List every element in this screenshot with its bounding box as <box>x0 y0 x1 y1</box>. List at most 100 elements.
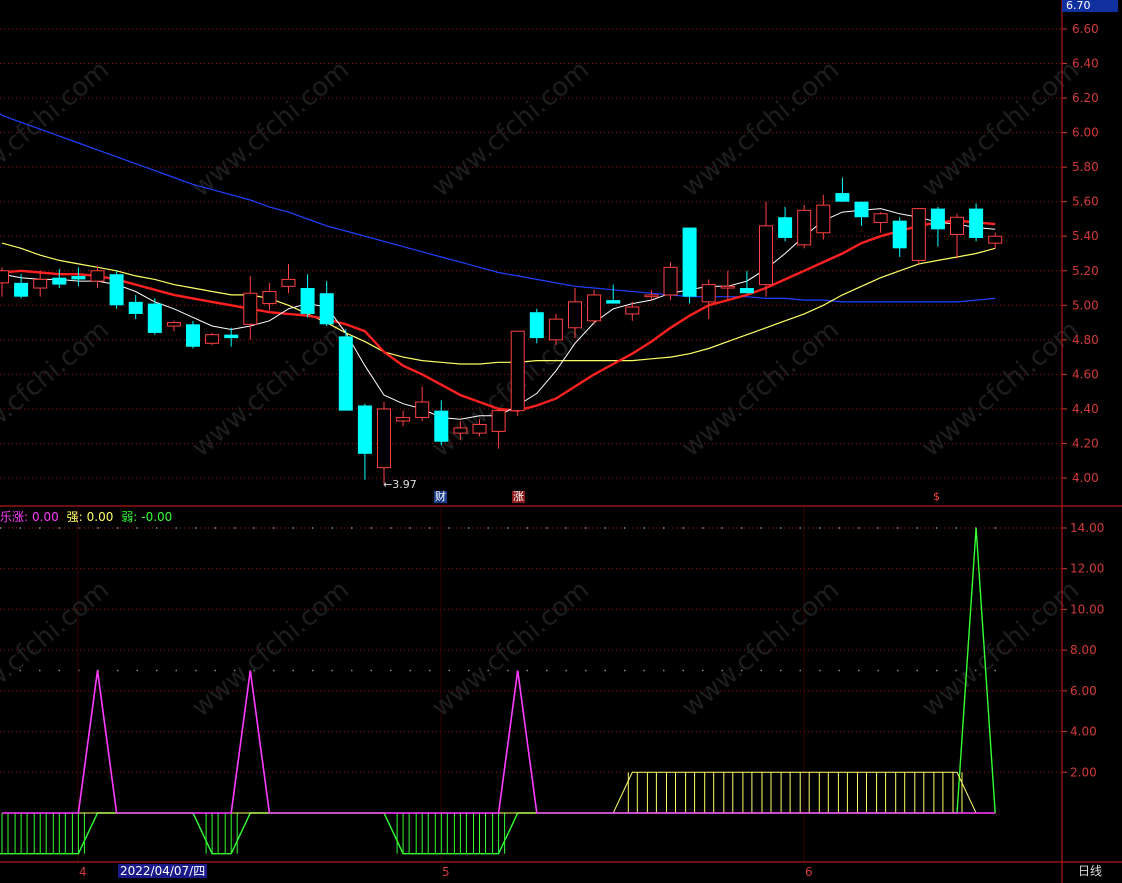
candle-body <box>205 334 220 344</box>
low-price-value: 3.97 <box>392 478 417 491</box>
watermark-mark: www.cfchi.com <box>426 575 595 723</box>
watermark-mark: www.cfchi.com <box>676 315 845 463</box>
watermark-mark: www.cfchi.com <box>676 55 845 203</box>
candle-body <box>911 208 926 261</box>
candle-body <box>797 209 812 246</box>
dollar-marker[interactable]: $ <box>933 490 940 503</box>
candle-body <box>128 301 143 314</box>
legend-strong-value: 0.00 <box>86 510 114 524</box>
candle-body <box>319 293 334 325</box>
watermark-layer: www.cfchi.com www.cfchi.com www.cfchi.com w… <box>0 55 1085 723</box>
indicator-lines <box>0 527 996 855</box>
indicator-tick-label: 8.00 <box>1070 643 1097 657</box>
candle-body <box>186 324 200 347</box>
candle-body <box>701 284 716 303</box>
candle-body <box>739 288 754 294</box>
legend-weak-label: 弱: <box>121 510 138 524</box>
month-label-apr: 4 <box>79 865 87 879</box>
candle-body <box>625 306 640 315</box>
watermark-mark: www.cfchi.com <box>0 575 115 723</box>
candle-body <box>472 423 487 434</box>
watermark-mark: www.cfchi.com <box>0 315 115 463</box>
candle-body <box>377 408 391 469</box>
candle-body <box>166 322 181 327</box>
candle-body <box>357 405 372 454</box>
watermark-mark: www.cfchi.com <box>916 55 1085 203</box>
candle-body <box>816 204 831 234</box>
legend-rise-label: 乐涨: <box>0 510 29 524</box>
grid-lines <box>0 28 1062 862</box>
legend-strong-label: 强: <box>66 510 83 524</box>
candle-body <box>930 208 945 230</box>
candle-body <box>281 278 296 287</box>
cursor-date: 2022/04/07/四 <box>118 864 208 878</box>
candle-body <box>873 213 888 223</box>
period-label[interactable]: 日线 <box>1078 864 1103 878</box>
price-tick-label: 5.20 <box>1072 264 1099 278</box>
month-label-jun: 6 <box>805 865 813 879</box>
month-label-may: 5 <box>442 865 450 879</box>
price-tick-label: 4.60 <box>1072 367 1099 381</box>
price-tick-label: 5.60 <box>1072 195 1099 209</box>
price-tick-label: 4.80 <box>1072 333 1099 347</box>
price-tick-label: 4.00 <box>1072 471 1099 485</box>
candle-body <box>90 270 105 282</box>
candle-body <box>568 301 582 329</box>
candle-body <box>720 285 735 289</box>
price-tick-label: 5.40 <box>1072 229 1099 243</box>
indicator-tick-label: 2.00 <box>1070 765 1097 779</box>
price-tick-label: 5.00 <box>1072 298 1099 312</box>
low-price-marker: ←3.97 <box>383 478 417 491</box>
watermark-mark: www.cfchi.com <box>916 315 1085 463</box>
price-tick-label: 6.60 <box>1072 22 1099 36</box>
price-tick-label: 6.40 <box>1072 57 1099 71</box>
ma10-line <box>1 219 996 412</box>
price-tick-label: 4.20 <box>1072 436 1099 450</box>
price-top-box: 6.70 <box>1062 0 1118 12</box>
cai-marker[interactable]: 财 <box>434 490 447 503</box>
candle-body <box>950 216 964 236</box>
candle-body <box>14 282 29 297</box>
candle-body <box>300 288 315 314</box>
candle-body <box>396 417 411 422</box>
indicator-tick-label: 10.00 <box>1070 602 1104 616</box>
watermark-mark: www.cfchi.com <box>426 55 595 203</box>
candle-body <box>224 334 239 339</box>
candle-body <box>109 274 124 306</box>
candle-body <box>71 275 86 280</box>
candle-body <box>682 227 697 297</box>
price-tick-label: 6.00 <box>1072 126 1099 140</box>
candle-body <box>778 217 793 238</box>
watermark-mark: www.cfchi.com <box>0 55 115 203</box>
legend-weak-value: -0.00 <box>141 510 173 524</box>
axis-ticks: 6.60 6.40 6.20 6.00 5.80 5.60 5.40 5.20 5.00 4.80… <box>1062 22 1104 779</box>
candle-body <box>262 290 277 305</box>
indicator-tick-label: 6.00 <box>1070 684 1097 698</box>
candle-body <box>587 294 602 322</box>
candle-body <box>434 410 449 442</box>
legend-rise-value: 0.00 <box>32 510 59 524</box>
watermark-mark: www.cfchi.com <box>916 575 1085 723</box>
candle-body <box>33 278 48 289</box>
price-tick-label: 4.40 <box>1072 402 1099 416</box>
watermark-mark: www.cfchi.com <box>186 55 355 203</box>
weak-line <box>0 527 996 855</box>
candle-body <box>854 201 869 218</box>
candle-body <box>606 300 621 304</box>
candle-body <box>663 266 678 296</box>
price-tick-label: 5.80 <box>1072 160 1099 174</box>
ma20-line <box>1 242 996 365</box>
strong-line <box>2 771 996 814</box>
candle-body <box>892 220 907 249</box>
candle-body <box>835 193 850 202</box>
candle-body <box>243 292 258 325</box>
candle-body <box>491 410 506 432</box>
candle-body <box>0 270 9 284</box>
candle-body <box>644 294 659 298</box>
zhang-marker[interactable]: 涨 <box>512 490 525 503</box>
price-tick-label: 6.20 <box>1072 91 1099 105</box>
indicator-tick-label: 14.00 <box>1070 521 1104 535</box>
candle-body <box>52 277 67 285</box>
